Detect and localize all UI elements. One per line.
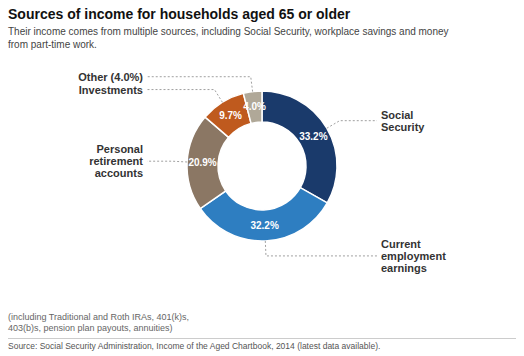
svg-text:32.2%: 32.2% — [250, 220, 278, 231]
html-text:Their income comes from multip: Their income comes from multiple sources… — [8, 26, 449, 50]
html-text:Source: Social Security Admini: Source: Social Security Administration, … — [8, 341, 381, 351]
svg-text:20.9%: 20.9% — [188, 157, 216, 168]
html-text:(including Traditional and Rot: (including Traditional and Roth IRAs, 40… — [8, 312, 190, 333]
svg-text:9.7%: 9.7% — [219, 110, 242, 121]
html-text:Sources of income for househol: Sources of income for households aged 65… — [8, 6, 351, 22]
svg-text:4.0%: 4.0% — [243, 101, 266, 112]
svg-text:SocialSecurity: SocialSecurity — [381, 109, 425, 133]
svg-text:Investments: Investments — [79, 84, 143, 96]
svg-text:33.2%: 33.2% — [299, 131, 327, 142]
svg-text:Other (4.0%): Other (4.0%) — [78, 71, 143, 83]
svg-text:Personalretirementaccounts: Personalretirementaccounts — [89, 143, 143, 179]
svg-text:Currentemploymentearnings: Currentemploymentearnings — [381, 238, 446, 274]
